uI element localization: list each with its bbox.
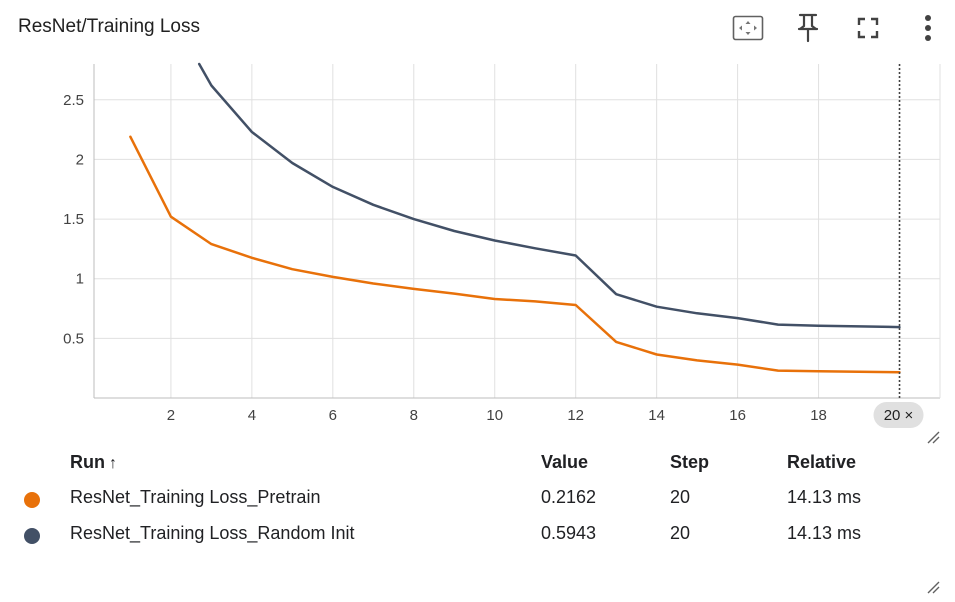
more-vert-icon <box>925 15 931 41</box>
run-column-header[interactable]: Run ↑ <box>70 452 117 473</box>
run-relative: 14.13 ms <box>787 523 862 543</box>
card-resize-handle[interactable] <box>926 580 940 594</box>
run-header-label: Run <box>70 452 105 472</box>
chart-toolbar <box>720 10 950 46</box>
run-name: ResNet_Training Loss_Random Init <box>70 523 355 543</box>
step-cursor-label[interactable]: 20 × <box>884 407 914 424</box>
run-step: 20 <box>670 523 691 543</box>
x-tick-label: 2 <box>167 407 175 424</box>
y-tick-label: 0.5 <box>63 330 84 347</box>
legend-row[interactable]: ResNet_Training Loss_Random Init 0.5943 … <box>0 519 955 549</box>
run-relative: 14.13 ms <box>787 487 862 507</box>
x-tick-label: 16 <box>729 407 746 424</box>
x-tick-label: 6 <box>329 407 337 424</box>
fullscreen-button[interactable] <box>850 10 886 46</box>
line-chart[interactable]: 2 4 6 8 10 12 14 16 18 0.5 1 1.5 2 2.5 20 × <box>0 56 955 440</box>
x-tick-label: 10 <box>486 407 503 424</box>
legend-row[interactable]: ResNet_Training Loss_Pretrain 0.2162 20 … <box>0 483 955 513</box>
x-tick-label: 8 <box>410 407 418 424</box>
y-tick-label: 2 <box>76 151 84 168</box>
y-tick-label: 2.5 <box>63 92 84 109</box>
x-tick-label: 14 <box>648 407 665 424</box>
tick-labels: 2 4 6 8 10 12 14 16 18 0.5 1 1.5 2 2.5 <box>63 92 827 424</box>
fullscreen-icon <box>857 17 879 39</box>
run-value: 0.2162 <box>541 487 597 507</box>
series-color-dot <box>24 528 40 544</box>
grid <box>94 64 940 398</box>
run-name: ResNet_Training Loss_Pretrain <box>70 487 321 507</box>
series-lines <box>129 62 901 374</box>
legend-header-row: Run ↑ Value Step Relative <box>0 448 955 478</box>
pin-button[interactable] <box>790 10 826 46</box>
resize-grip-icon <box>927 431 940 444</box>
series-line[interactable] <box>129 135 901 374</box>
fit-domain-button[interactable] <box>730 10 766 46</box>
step-cursor-chip[interactable] <box>873 402 924 428</box>
run-step: 20 <box>670 487 691 507</box>
pin-icon <box>797 13 819 43</box>
relative-column-header[interactable]: Relative <box>787 452 857 472</box>
series-color-dot <box>24 492 40 508</box>
fit-domain-icon <box>732 15 764 41</box>
chart-resize-handle[interactable] <box>926 430 940 444</box>
step-cursor[interactable]: 20 × <box>873 64 924 428</box>
y-tick-label: 1.5 <box>63 211 84 228</box>
y-tick-label: 1 <box>76 271 84 288</box>
value-column-header[interactable]: Value <box>541 452 589 472</box>
x-tick-label: 18 <box>810 407 827 424</box>
run-value: 0.5943 <box>541 523 597 543</box>
chart-title: ResNet/Training Loss <box>18 16 200 37</box>
x-tick-label: 12 <box>567 407 584 424</box>
x-tick-label: 4 <box>248 407 256 424</box>
more-options-button[interactable] <box>910 10 946 46</box>
axes <box>93 64 941 399</box>
series-line[interactable] <box>197 62 901 329</box>
step-column-header[interactable]: Step <box>670 452 710 472</box>
sort-arrow-icon: ↑ <box>109 455 117 472</box>
resize-grip-icon <box>927 581 940 594</box>
